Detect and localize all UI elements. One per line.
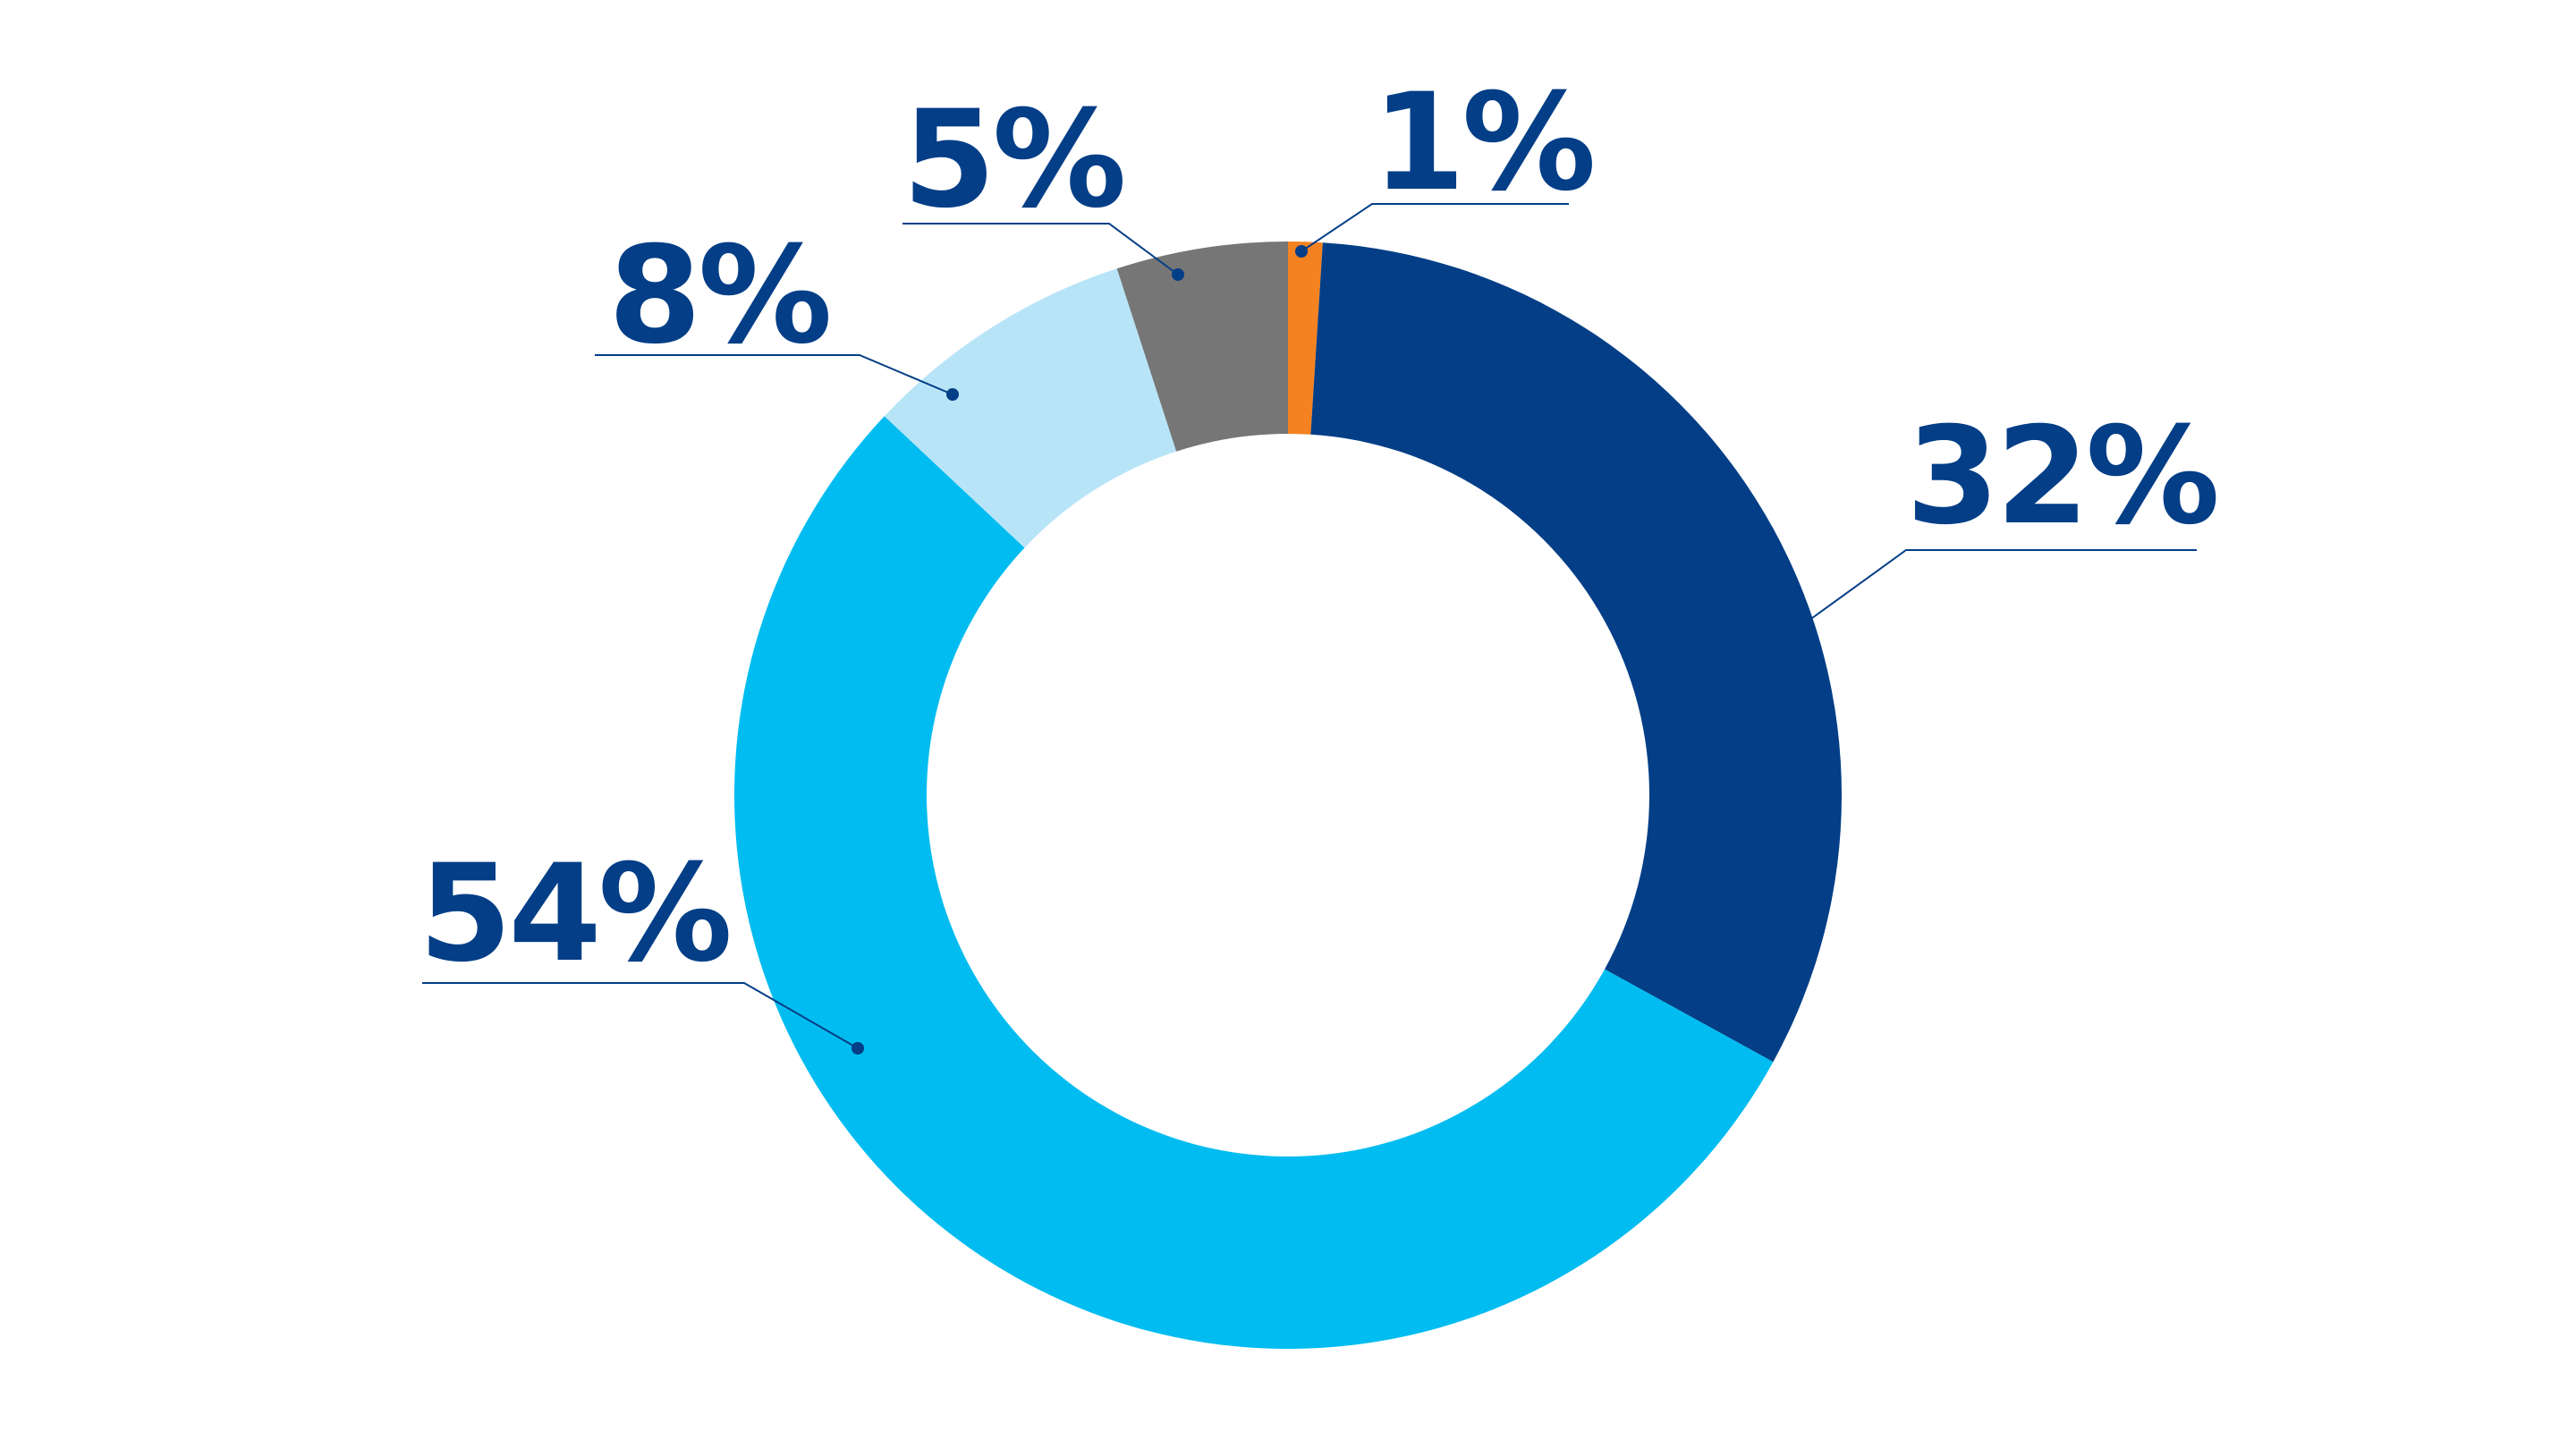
leader-line [902,223,1179,275]
value-label: 5% [902,82,1123,238]
value-label: 32% [1906,399,2216,555]
donut-slice [1116,242,1288,452]
donut-slice [884,268,1177,548]
value-label: 1% [1372,65,1593,221]
leader-line [595,354,953,395]
donut-slice [1288,242,1323,435]
leader-line [1811,549,2197,619]
donut-slice [1310,242,1842,1063]
leader-line [422,982,859,1049]
donut-slice [734,416,1774,1349]
leader-dot [946,388,959,401]
value-label: 54% [419,836,729,992]
leader-dot [852,1042,864,1055]
leader-line [1301,203,1569,252]
leader-dot [1295,245,1308,258]
leader-dot [1172,268,1184,281]
value-label: 8% [608,218,829,374]
